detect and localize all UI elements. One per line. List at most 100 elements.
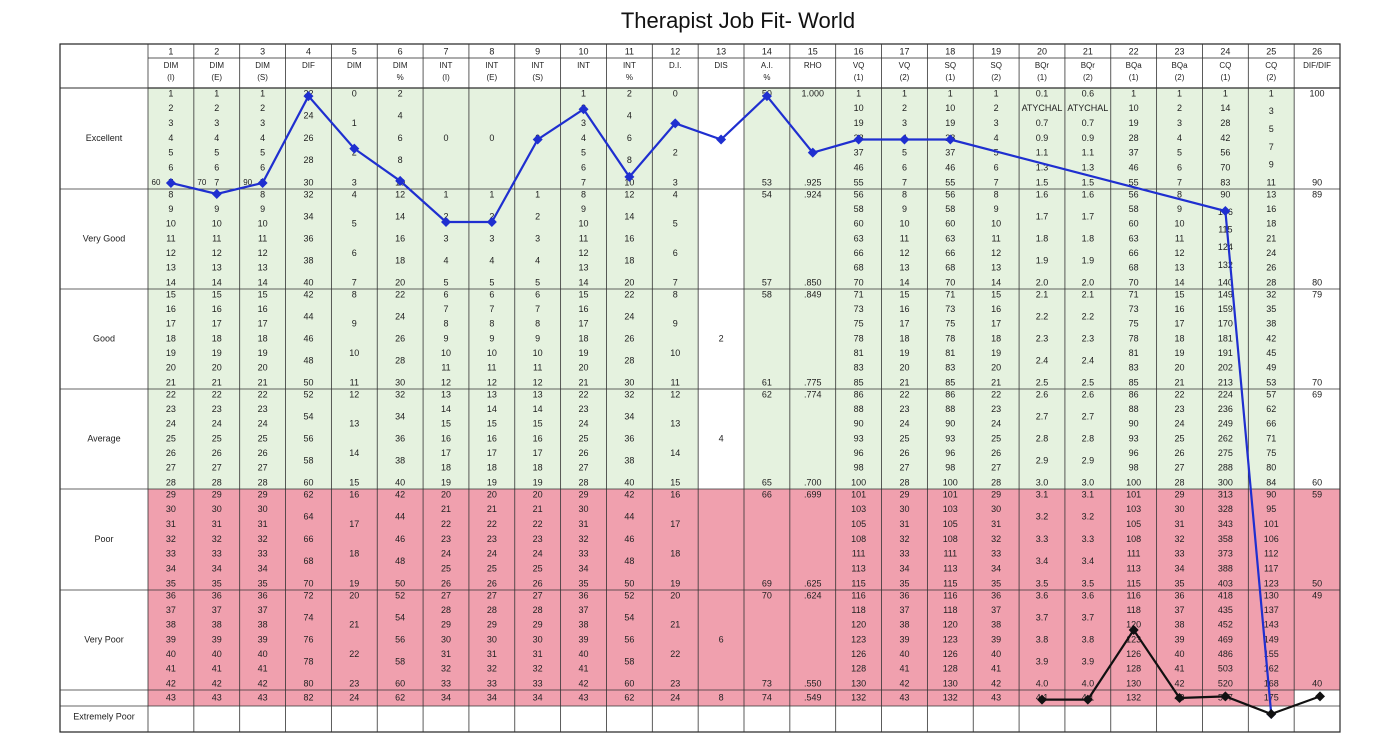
cell-value: 0.7 — [1082, 118, 1095, 128]
band-cell — [285, 489, 332, 590]
data-point — [716, 134, 727, 145]
cell-value: 32 — [1266, 289, 1276, 299]
cell-value: 69 — [762, 578, 772, 588]
cell-value: 2 — [489, 211, 494, 221]
cell-value: 26 — [395, 333, 405, 343]
cell-value: 25 — [258, 433, 268, 443]
cell-value: 14 — [349, 448, 359, 458]
cell-value: 126 — [943, 649, 958, 659]
cell-value: 14 — [899, 277, 909, 287]
band-cell — [1110, 88, 1157, 189]
cell-value: 3.8 — [1082, 634, 1095, 644]
band-cell — [1202, 389, 1249, 489]
cell-value: 19 — [349, 578, 359, 588]
data-point — [1315, 691, 1325, 702]
cell-value: 73 — [854, 304, 864, 314]
cell-value: 469 — [1218, 634, 1233, 644]
cell-value: 3 — [214, 118, 219, 128]
cell-value: 17 — [533, 448, 543, 458]
cell-value: 123 — [851, 634, 866, 644]
cell-value: 2 — [535, 211, 540, 221]
cell-value: 120 — [1126, 620, 1141, 630]
cell-value: 20 — [441, 489, 451, 499]
cell-value: 37 — [212, 605, 222, 615]
cell-value: 44 — [303, 311, 313, 321]
cell-value: 18 — [670, 549, 680, 559]
cell-value: 13 — [991, 263, 1001, 273]
cell-value: 288 — [1218, 463, 1233, 473]
cell-value: 70 — [1220, 163, 1230, 173]
cell-value: 7 — [214, 177, 219, 187]
cell-value: 23 — [670, 678, 680, 688]
data-point — [670, 118, 681, 129]
cell-value: 115 — [1127, 578, 1141, 588]
cell-value: 15 — [1175, 289, 1185, 299]
cell-value: 3.9 — [1082, 656, 1095, 666]
band-cell — [1294, 289, 1340, 389]
cell-value: 12 — [212, 248, 222, 258]
data-point — [1082, 694, 1093, 705]
cell-value: 26 — [166, 448, 176, 458]
cell-value: 30 — [441, 634, 451, 644]
band-cell — [698, 489, 744, 590]
cell-value: 20 — [670, 590, 680, 600]
cell-value: 123 — [943, 634, 958, 644]
cell-value: 42 — [1266, 333, 1276, 343]
cell-value: 3.9 — [1036, 656, 1049, 666]
cell-value: 128 — [1126, 664, 1141, 674]
band-cell — [193, 88, 240, 189]
cell-value: 27 — [579, 463, 589, 473]
cell-value: 88 — [945, 404, 955, 414]
cell-value: 2.2 — [1082, 311, 1095, 321]
cell-value: 101 — [851, 489, 866, 499]
cell-value: 90 — [1312, 177, 1322, 187]
cell-value: 2 — [398, 88, 403, 98]
cell-value: 17 — [166, 319, 176, 329]
cell-value: 29 — [899, 489, 909, 499]
data-point — [1220, 691, 1231, 702]
band-cell — [1110, 389, 1157, 489]
cell-value: 22 — [579, 389, 589, 399]
cell-value: 33 — [579, 549, 589, 559]
column-number: 22 — [1129, 46, 1139, 56]
cell-value: 168 — [1264, 678, 1279, 688]
cell-value: 34 — [1175, 564, 1185, 574]
band-cell — [285, 690, 332, 706]
cell-value: 20 — [899, 363, 909, 373]
cell-value: 15 — [441, 419, 451, 429]
band-cell — [331, 489, 378, 590]
cell-value: 71 — [1129, 289, 1139, 299]
cell-value: 130 — [851, 678, 866, 688]
cell-value: 34 — [395, 411, 405, 421]
cell-value: 24 — [1266, 248, 1276, 258]
cell-value: 1.5 — [1082, 177, 1095, 187]
cell-value: 40 — [395, 477, 405, 487]
cell-value: 36 — [991, 590, 1001, 600]
cell-value: 9 — [673, 319, 678, 329]
cell-value: 28 — [258, 477, 268, 487]
band-cell — [973, 489, 1020, 590]
cell-value: 1 — [856, 88, 861, 98]
cell-value: 24 — [624, 311, 634, 321]
cell-value: 23 — [579, 404, 589, 414]
cell-value: 12 — [899, 248, 909, 258]
cell-value: 24 — [579, 419, 589, 429]
cell-value: 96 — [854, 448, 864, 458]
cell-value: 0 — [489, 133, 494, 143]
cell-value: 80 — [1312, 277, 1322, 287]
cell-value: 98 — [945, 463, 955, 473]
cell-value: 1.9 — [1036, 255, 1049, 265]
cell-value: 21 — [258, 377, 268, 387]
cell-value: 63 — [854, 233, 864, 243]
data-point — [578, 104, 589, 115]
cell-value: 27 — [899, 463, 909, 473]
cell-value: 29 — [212, 489, 222, 499]
cell-value: 26 — [258, 448, 268, 458]
cell-value: 42 — [258, 678, 268, 688]
cell-value: 31 — [991, 519, 1001, 529]
cell-value: 10 — [624, 177, 634, 187]
cell-value: 3 — [902, 118, 907, 128]
band-cell — [239, 389, 286, 489]
band-cell — [881, 189, 928, 289]
cell-value: 54 — [762, 189, 772, 199]
